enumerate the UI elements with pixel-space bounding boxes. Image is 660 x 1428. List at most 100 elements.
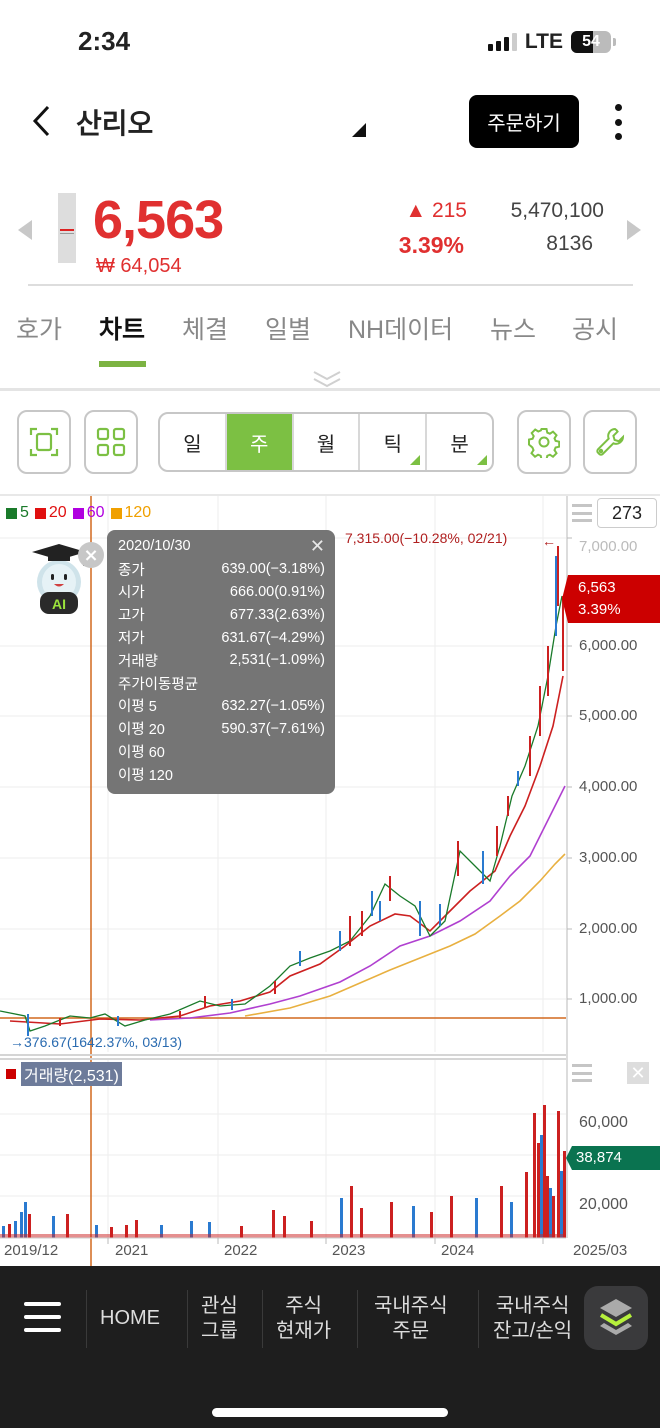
legend-ma120: 120 (110, 504, 151, 522)
tab-daily[interactable]: 일별 (265, 316, 312, 344)
ai-close-button[interactable]: × (78, 542, 104, 568)
hamburger-icon[interactable] (24, 1302, 61, 1332)
vol-y-tick: 20,000 (579, 1196, 628, 1213)
x-tick: 2024 (441, 1242, 475, 1259)
header: 산리오 주문하기 (0, 90, 660, 154)
prev-stock-arrow-icon[interactable] (18, 220, 32, 240)
x-tick: 2022 (224, 1242, 258, 1259)
chart-menu-icon[interactable] (572, 504, 592, 522)
tooltip-row: 시가 666.00(0.91%) (118, 583, 325, 602)
gear-icon (528, 428, 560, 458)
nav-watchlist[interactable]: 관심 그룹 (201, 1295, 238, 1342)
nav-home[interactable]: HOME (100, 1307, 160, 1329)
chart-toolbar: 일 주 월 틱 분 (0, 410, 660, 476)
status-indicators: LTE 54 (487, 30, 616, 54)
settings-button[interactable] (517, 410, 571, 474)
network-label: LTE (524, 30, 563, 53)
volume-menu-icon[interactable] (572, 1064, 592, 1082)
legend-ma60: 60 (72, 504, 105, 522)
nav-stock-quote[interactable]: 주식 현재가 (276, 1295, 332, 1342)
bottom-nav: HOME 관심 그룹 주식 현재가 국내주식 주문 국내주식 잔고/손익 (0, 1266, 660, 1428)
nav-domestic-balance[interactable]: 국내주식 잔고/손익 (493, 1295, 573, 1342)
y-tick: 6,000.00 (579, 637, 638, 654)
ma-legend: 5 20 60 120 (6, 504, 151, 522)
period-label: 틱 (383, 433, 402, 456)
tooltip-row: 거래량 2,531(−1.09%) (118, 652, 325, 670)
price-krw: ₩ 64,054 (96, 255, 182, 277)
active-tab-indicator (99, 361, 146, 367)
divider (28, 284, 633, 286)
x-tick: 2023 (332, 1242, 366, 1259)
tab-nh-data[interactable]: NH데이터 (348, 316, 454, 344)
signal-icon (487, 33, 517, 51)
home-indicator[interactable] (212, 1408, 448, 1417)
bar-count-input[interactable]: 273 (597, 498, 657, 528)
y-tick: 4,000.00 (579, 778, 638, 795)
wrench-icon (596, 427, 625, 456)
tab-hoga[interactable]: 호가 (16, 316, 63, 344)
layout-button[interactable] (84, 410, 138, 474)
period-label: 주 (249, 433, 269, 456)
tab-trades[interactable]: 체결 (182, 316, 229, 344)
volume-close-icon[interactable]: ✕ (627, 1062, 649, 1084)
divider (0, 388, 660, 391)
tooltip-row: 이평 5 632.27(−1.05%) (118, 697, 325, 716)
current-price-tag-pct: 3.39% (578, 601, 621, 618)
period-label: 분 (450, 433, 469, 456)
battery-level: 54 (582, 33, 600, 50)
y-tick: 7,000.00 (579, 538, 638, 555)
stock-title[interactable]: 산리오 (76, 108, 154, 139)
chart-canvas[interactable]: ← (0, 496, 660, 1266)
volume-legend: 거래량(2,531) (6, 1062, 122, 1086)
tab-news[interactable]: 뉴스 (490, 316, 537, 344)
svg-text:AI: AI (52, 596, 66, 612)
tab-disclosure[interactable]: 공시 (572, 316, 619, 344)
chevron-down-double-icon[interactable] (312, 370, 342, 388)
y-tick: 2,000.00 (579, 920, 638, 937)
max-price-label: 7,315.00(−10.28%, 02/21) (345, 530, 508, 546)
trade-strength: 8136 (546, 232, 593, 255)
battery-icon: 54 (571, 31, 611, 53)
tooltip-date: 2020/10/30 (118, 538, 191, 555)
status-time: 2:34 (78, 26, 131, 56)
x-tick: 2021 (115, 1242, 149, 1259)
tooltip-row: 고가 677.33(2.63%) (118, 606, 325, 625)
submenu-corner-icon (410, 455, 421, 465)
tooltip-row: 이평 60 (118, 745, 165, 762)
current-price: 6,563 (93, 190, 224, 250)
candle-tooltip: 2020/10/30 ✕ 종가 639.00(−3.18%) 시가 666.00(0.… (107, 530, 335, 794)
svg-text:←: ← (542, 533, 556, 549)
layers-button[interactable] (584, 1286, 648, 1350)
vertical-dots-icon[interactable] (606, 104, 630, 140)
chevron-left-icon[interactable] (28, 104, 56, 138)
period-month[interactable]: 월 (294, 414, 361, 470)
trade-volume: 5,470,100 (510, 199, 604, 222)
panel-splitter[interactable] (0, 1054, 566, 1060)
expand-frame-icon (29, 427, 59, 457)
period-label: 일 (183, 433, 202, 456)
tooltip-row: 이평 20 590.37(−7.61%) (118, 720, 325, 739)
stock-chart[interactable]: ← 5 20 (0, 496, 660, 1266)
ai-assistant-icon[interactable]: AI (28, 540, 90, 616)
period-day[interactable]: 일 (160, 414, 227, 470)
status-bar: 2:34 LTE 54 (0, 0, 660, 90)
y-tick: 1,000.00 (579, 990, 638, 1007)
tooltip-row: 이평 120 (118, 767, 173, 784)
next-stock-arrow-icon[interactable] (627, 220, 641, 240)
tab-chart[interactable]: 차트 (99, 316, 146, 344)
order-button[interactable]: 주문하기 (469, 95, 579, 148)
period-week[interactable]: 주 (226, 414, 294, 470)
grid-icon (96, 427, 126, 457)
tab-bar: 호가 차트 체결 일별 NH데이터 뉴스 공시 (0, 305, 660, 367)
legend-ma5: 5 (6, 504, 29, 522)
price-change: ▲ 215 (405, 199, 467, 222)
period-tick[interactable]: 틱 (360, 414, 428, 470)
stock-dropdown-icon[interactable] (352, 123, 366, 137)
fullscreen-button[interactable] (17, 410, 71, 474)
tools-button[interactable] (583, 410, 637, 474)
nav-domestic-order[interactable]: 국내주식 주문 (374, 1295, 448, 1342)
tooltip-row: 주가이동평균 (118, 676, 199, 693)
current-price-tag-value: 6,563 (578, 579, 616, 596)
period-minute[interactable]: 분 (427, 414, 492, 470)
close-icon[interactable]: ✕ (309, 535, 325, 556)
